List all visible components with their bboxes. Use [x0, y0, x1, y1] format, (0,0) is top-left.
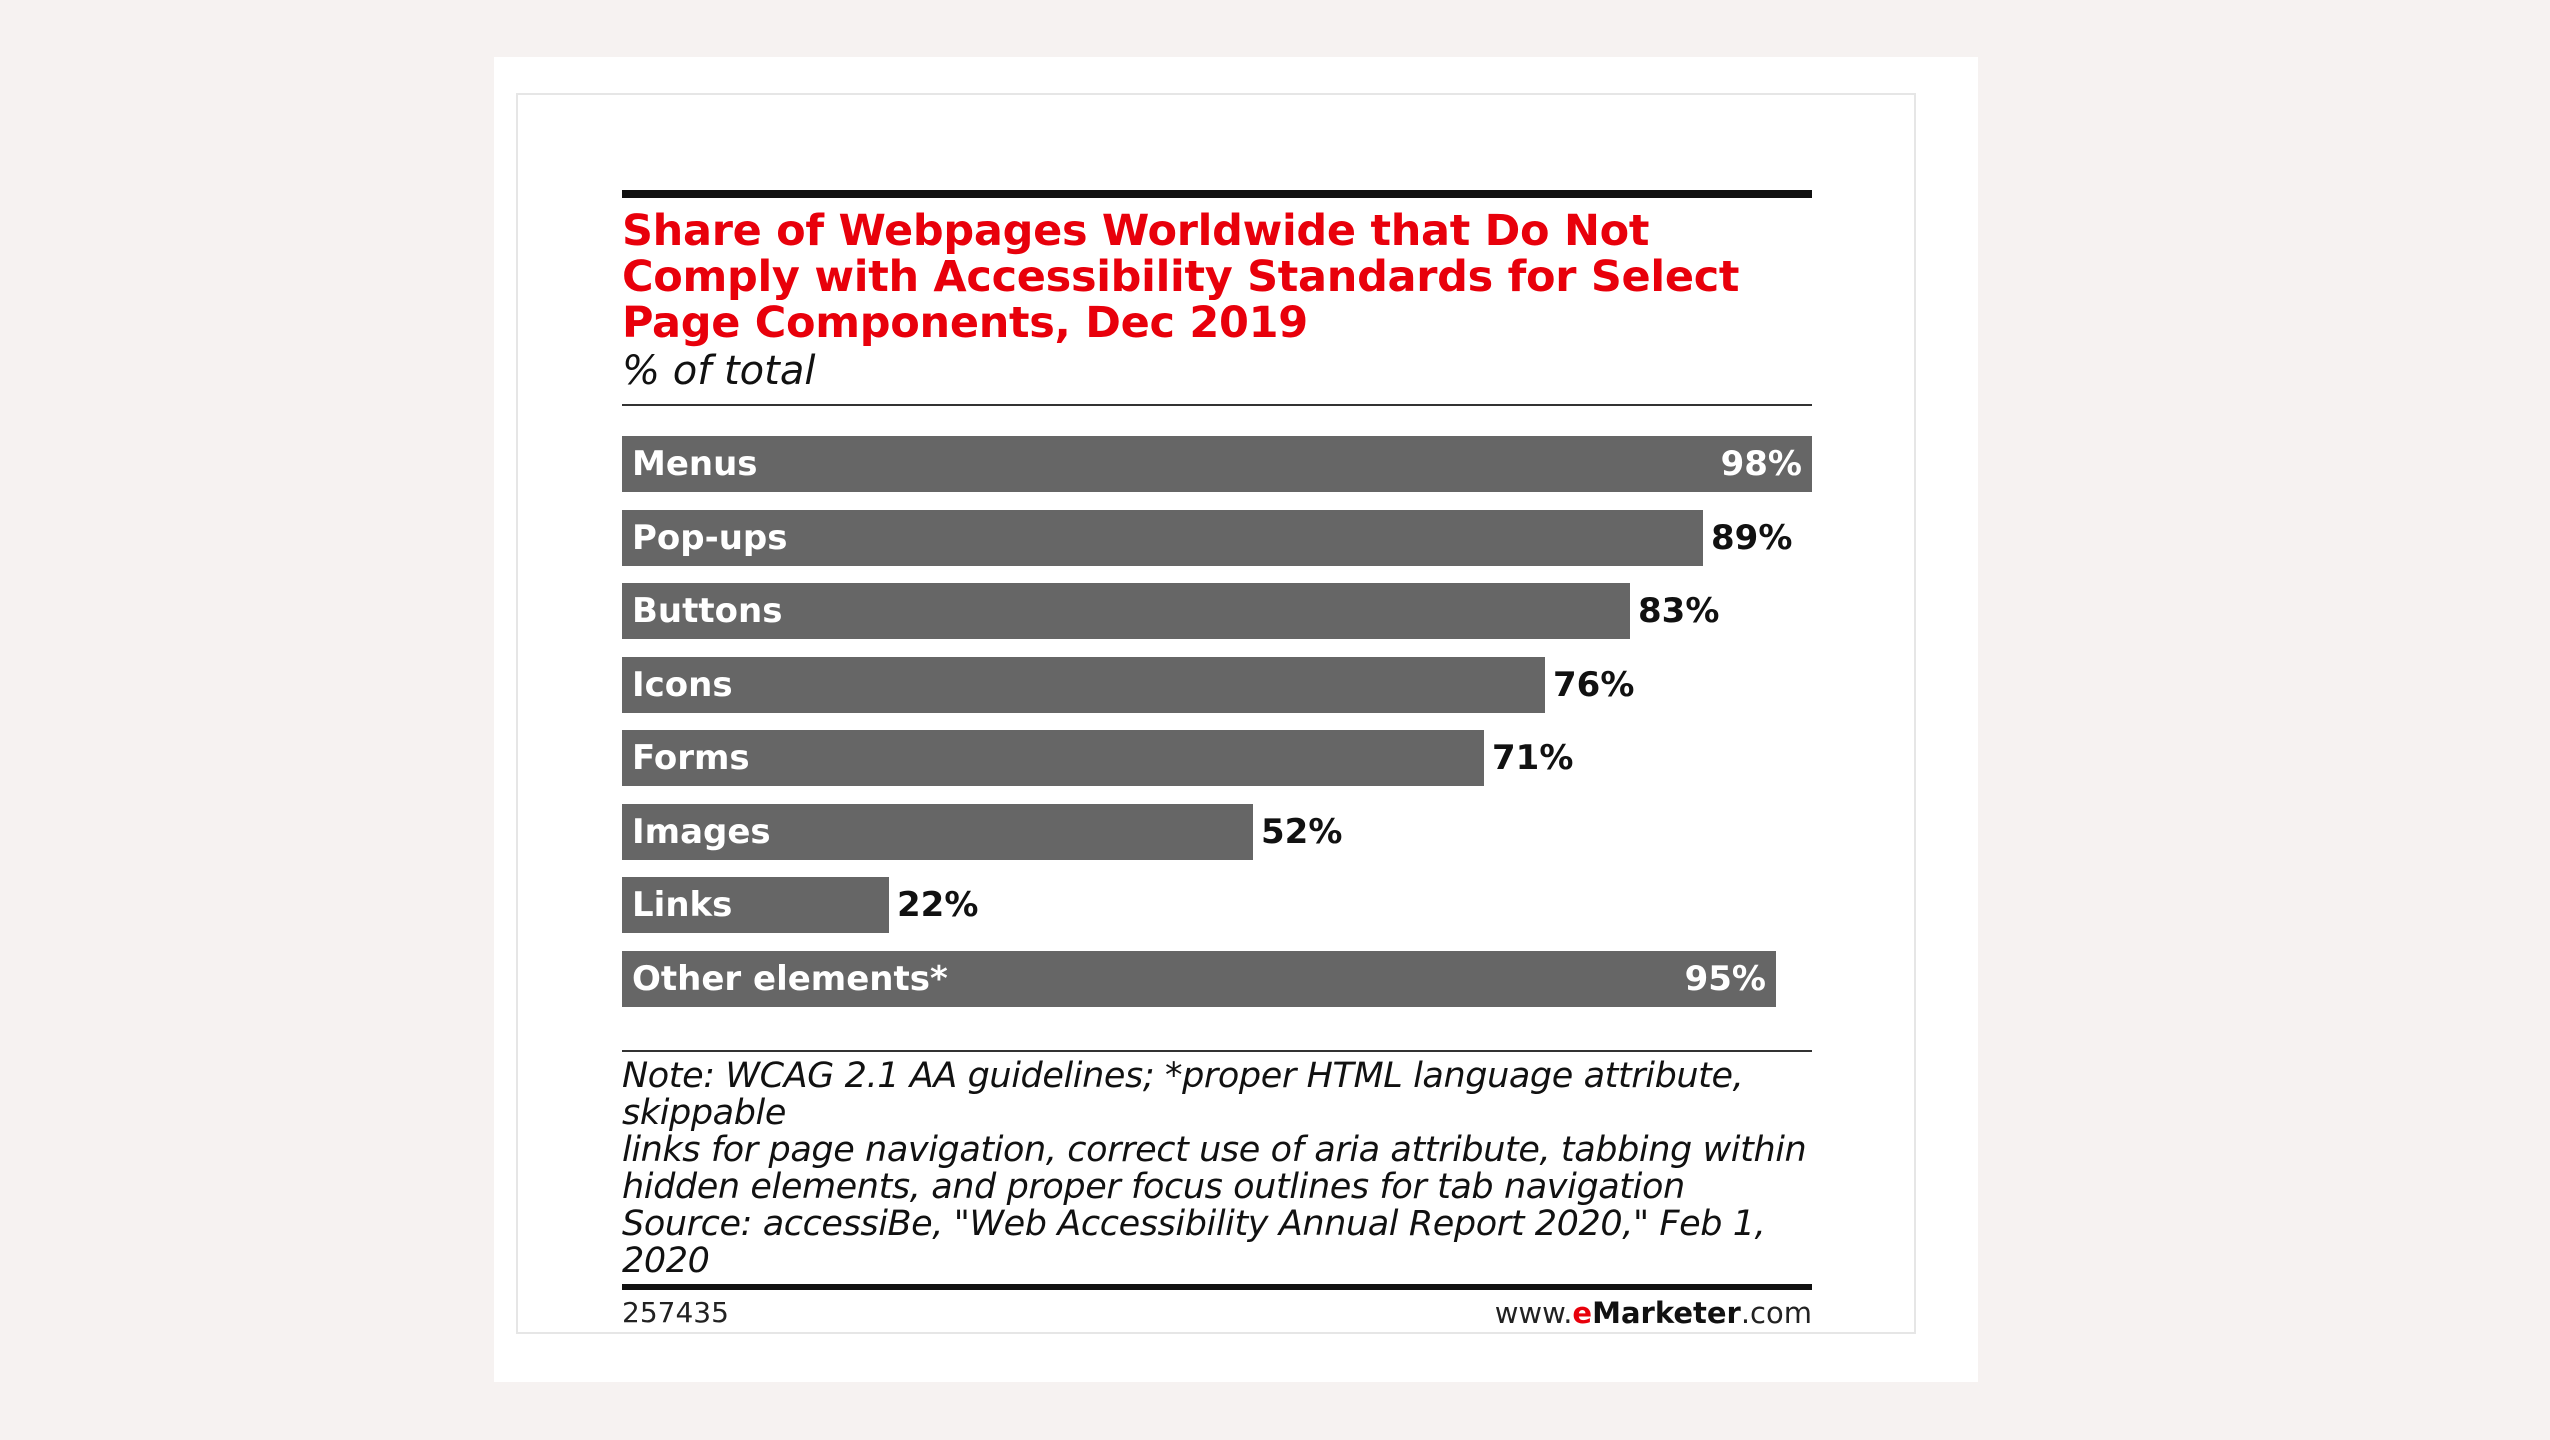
bar [622, 657, 1545, 713]
bar-value-label: 52% [1261, 812, 1343, 852]
bar-category-label: Buttons [632, 591, 783, 631]
bar-plot: Menus 98% Pop-ups 89% Buttons 83% Icons 76% Form… [622, 436, 1812, 1036]
bar-row: Buttons 83% [622, 583, 1812, 639]
bar-row: Forms 71% [622, 730, 1812, 786]
brand-name: Marketer [1592, 1296, 1741, 1330]
bar-row: Menus 98% [622, 436, 1812, 492]
bar-value-label: 71% [1492, 738, 1574, 778]
bar-row: Images 52% [622, 804, 1812, 860]
chart-note: Note: WCAG 2.1 AA guidelines; *proper HT… [622, 1058, 1812, 1280]
bar-category-label: Menus [632, 444, 758, 484]
bar [622, 730, 1484, 786]
bar [622, 804, 1253, 860]
brand-link[interactable]: www.eMarketer.com [1495, 1296, 1812, 1330]
chart-area: Share of Webpages Worldwide that Do Not … [622, 190, 1812, 1338]
chart-subtitle: % of total [622, 348, 816, 394]
bottom-rule [622, 1284, 1812, 1290]
bar-value-label: 98% [1720, 444, 1802, 484]
bar-category-label: Other elements* [632, 959, 948, 999]
chart-card [516, 93, 1916, 1334]
bar [622, 877, 889, 933]
bar-category-label: Links [632, 885, 733, 925]
brand-prefix: www. [1494, 1296, 1573, 1330]
note-divider [622, 1050, 1812, 1052]
bar-row: Pop-ups 89% [622, 510, 1812, 566]
brand-suffix: .com [1740, 1296, 1812, 1330]
bar-category-label: Icons [632, 665, 733, 705]
chart-title: Share of Webpages Worldwide that Do Not … [622, 206, 1740, 348]
bar-category-label: Images [632, 812, 771, 852]
chart-footer: 257435 www.eMarketer.com [622, 1296, 1812, 1338]
bar-value-label: 22% [897, 885, 979, 925]
chart-id: 257435 [622, 1296, 729, 1329]
top-rule [622, 190, 1812, 198]
note-line-3: hidden elements, and proper focus outlin… [622, 1167, 1685, 1207]
bar [622, 510, 1703, 566]
bar [622, 436, 1812, 492]
bar [622, 583, 1630, 639]
bar-value-label: 76% [1553, 665, 1635, 705]
bar [622, 951, 1776, 1007]
bar-row: Links 22% [622, 877, 1812, 933]
note-line-1: Note: WCAG 2.1 AA guidelines; *proper HT… [622, 1056, 1744, 1133]
bar-row: Other elements* 95% [622, 951, 1812, 1007]
source-line: Source: accessiBe, "Web Accessibility An… [622, 1204, 1766, 1281]
bar-value-label: 89% [1711, 518, 1793, 558]
title-divider [622, 404, 1812, 406]
bar-value-label: 83% [1638, 591, 1720, 631]
note-line-2: links for page navigation, correct use o… [622, 1130, 1807, 1170]
bar-row: Icons 76% [622, 657, 1812, 713]
bar-value-label: 95% [1684, 959, 1766, 999]
bar-category-label: Forms [632, 738, 750, 778]
bar-category-label: Pop-ups [632, 518, 788, 558]
brand-e: e [1572, 1296, 1593, 1330]
